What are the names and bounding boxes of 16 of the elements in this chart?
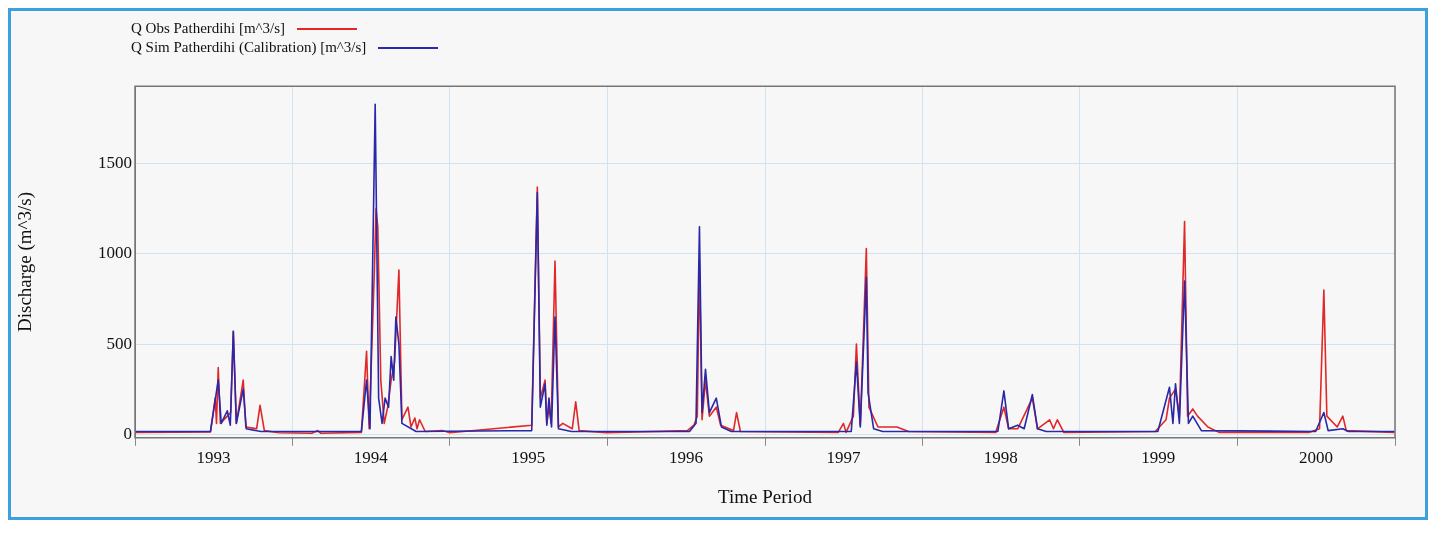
x-tick-label: 1995 (511, 448, 546, 468)
x-tick-label: 1994 (353, 448, 389, 468)
y-tick-label: 500 (106, 333, 132, 353)
x-tick-label: 2000 (1299, 448, 1334, 468)
legend-label: Q Obs Patherdihi [m^3/s] (131, 19, 286, 38)
x-tick-label: 1999 (1141, 448, 1176, 468)
x-tick-label: 1997 (826, 448, 861, 468)
legend-label: Q Sim Patherdihi (Calibration) [m^3/s] (131, 38, 367, 57)
x-tick-label: 1998 (983, 448, 1018, 468)
y-tick-label: 1000 (98, 243, 132, 263)
x-axis-title: Time Period (718, 485, 813, 507)
y-axis-title: Discharge (m^3/s) (14, 192, 37, 332)
x-tick-label: 1993 (196, 448, 231, 468)
y-tick-label: 1500 (98, 153, 132, 173)
x-tick-label: 1996 (669, 448, 704, 468)
y-tick-label: 0 (123, 423, 132, 443)
